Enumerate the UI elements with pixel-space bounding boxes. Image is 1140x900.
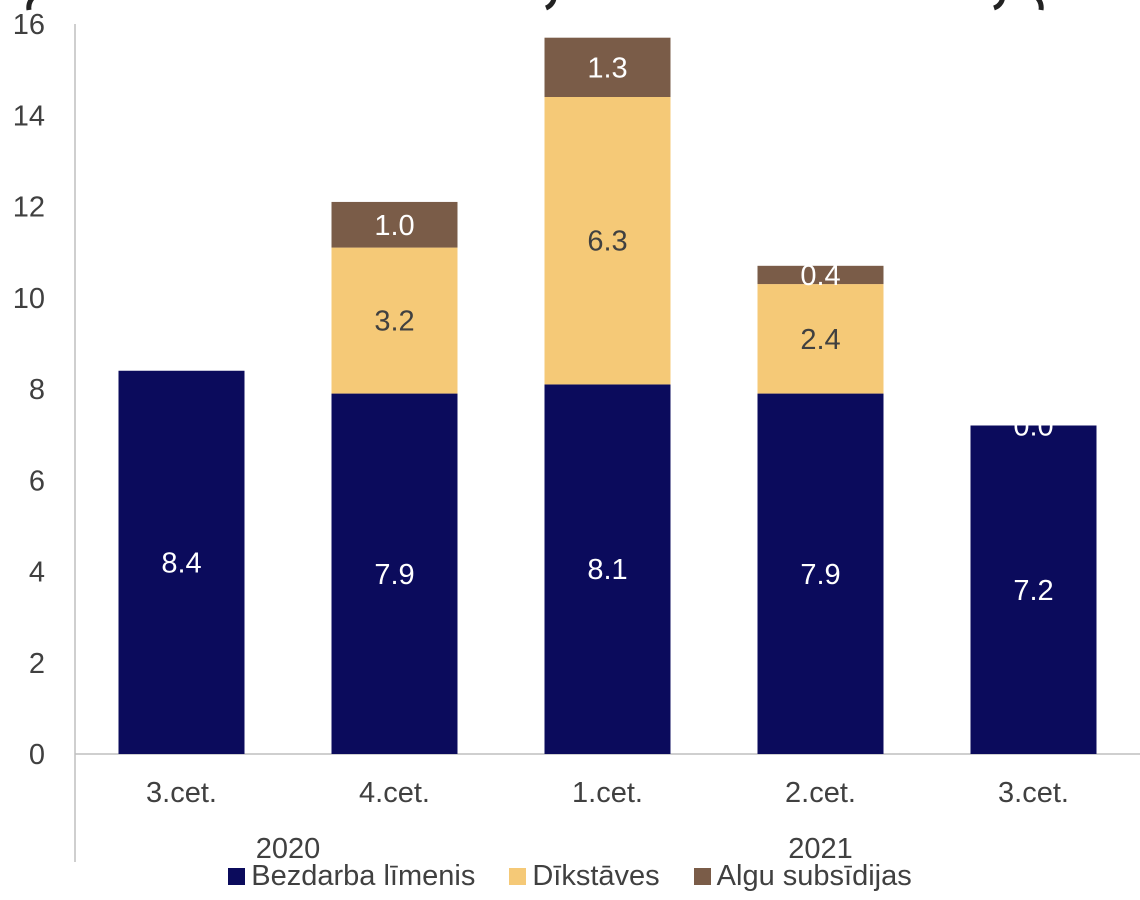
legend-item: Algu subsīdijas — [693, 859, 912, 893]
year-group-label: 2020 — [256, 833, 321, 865]
y-tick-label: 4 — [29, 557, 45, 589]
legend: Bezdarba līmenis Dīkstāves Algu subsīdijas — [0, 858, 1140, 894]
x-tick-label: 4.cet. — [359, 777, 430, 809]
legend-item: Dīkstāves — [509, 859, 660, 893]
x-tick-label: 2.cet. — [785, 777, 856, 809]
data-label: 7.2 — [1013, 575, 1053, 607]
x-tick-label: 3.cet. — [146, 777, 217, 809]
data-label: 7.9 — [374, 559, 414, 591]
data-label: 3.2 — [374, 306, 414, 338]
y-tick-label: 12 — [13, 192, 45, 224]
bar-segment — [757, 265, 884, 285]
legend-item: Bezdarba līmenis — [228, 860, 475, 893]
bar-segment — [544, 97, 671, 385]
y-tick-label: 0 — [29, 739, 45, 771]
legend-label: Dīkstāves — [532, 859, 660, 892]
data-label: 1.0 — [374, 210, 414, 242]
bar-segment — [757, 393, 884, 754]
bar-segment — [331, 201, 458, 248]
y-tick-label: 8 — [29, 374, 45, 406]
x-tick-label: 3.cet. — [998, 777, 1069, 809]
data-labels: 8.4 7.9 3.2 1.0 8.1 6.3 1.3 7.9 2.4 0.4 7.2 0.0 — [161, 52, 1053, 606]
legend-label: Algu subsīdijas — [716, 859, 912, 892]
legend-swatch — [693, 867, 711, 885]
bar-segment — [757, 284, 884, 394]
year-group-label: 2021 — [788, 833, 853, 865]
bars — [118, 37, 1097, 754]
data-label: 0.0 — [1013, 411, 1053, 443]
data-label: 8.1 — [587, 554, 627, 586]
bar-segment — [970, 425, 1097, 754]
cropped-title-fragments — [26, 0, 1044, 11]
y-tick-label: 2 — [29, 648, 45, 680]
data-label: 7.9 — [800, 559, 840, 591]
bar-segment — [331, 247, 458, 394]
y-tick-label: 6 — [29, 465, 45, 497]
y-tick-label: 14 — [13, 100, 45, 132]
bar-segment — [544, 37, 671, 97]
data-label: 0.4 — [800, 260, 840, 292]
data-label: 2.4 — [800, 324, 840, 356]
legend-swatch — [509, 867, 527, 885]
bar-segment — [331, 393, 458, 754]
data-label: 6.3 — [587, 226, 627, 258]
bar-segment — [544, 384, 671, 754]
tick-labels: 0 2 4 6 8 10 12 14 16 3.cet. 4.cet. 1.cet. 2.cet. 3.c… — [13, 9, 1069, 865]
legend-swatch — [228, 867, 246, 885]
legend-label: Bezdarba līmenis — [251, 859, 476, 892]
y-tick-label: 10 — [13, 283, 45, 315]
bar-segment — [118, 370, 245, 754]
x-tick-label: 1.cet. — [572, 777, 643, 809]
data-label: 1.3 — [587, 52, 627, 84]
y-tick-label: 16 — [13, 9, 45, 41]
data-label: 8.4 — [161, 547, 201, 579]
